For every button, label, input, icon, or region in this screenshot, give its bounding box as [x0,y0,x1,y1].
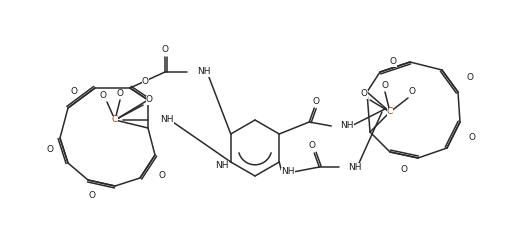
Text: NH: NH [197,68,210,76]
Text: C: C [387,107,393,116]
Text: O: O [47,145,53,154]
Text: O: O [71,88,77,96]
Text: O: O [313,96,320,106]
Text: O: O [99,90,107,99]
Text: O: O [467,72,473,82]
Text: O: O [142,78,149,86]
Text: NH: NH [348,162,362,171]
Text: O: O [162,45,168,55]
Text: NH: NH [348,162,362,171]
Text: NH: NH [160,116,174,124]
Text: O: O [309,141,316,151]
Text: NH: NH [281,168,295,177]
Text: O: O [145,96,153,104]
Text: O: O [158,171,165,179]
Text: O: O [469,133,475,141]
Text: O: O [408,88,415,96]
Text: O: O [390,58,396,66]
Text: O: O [381,80,389,89]
Text: NH: NH [215,161,229,169]
Text: O: O [117,89,123,97]
Text: NH: NH [340,121,354,130]
Text: O: O [401,165,407,175]
Text: C: C [112,116,118,124]
Text: O: O [88,192,96,201]
Text: O: O [360,89,368,99]
